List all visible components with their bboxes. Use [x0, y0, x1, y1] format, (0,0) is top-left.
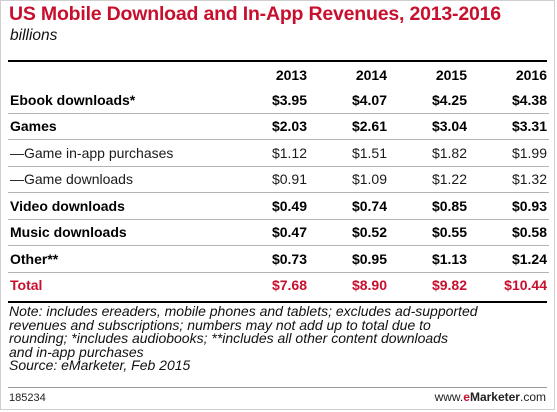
table-cell: $3.04 — [389, 113, 469, 140]
column-header: 2014 — [355, 66, 387, 83]
table-cell: $1.82 — [389, 139, 469, 167]
chart-subtitle: billions — [10, 27, 58, 44]
table-cell: $3.31 — [469, 113, 549, 140]
table-cell: $0.93 — [469, 192, 549, 220]
table-cell: $0.49 — [229, 192, 309, 220]
table-cell: $0.52 — [309, 219, 389, 246]
table-cell: $1.09 — [309, 166, 389, 193]
top-rule — [8, 60, 547, 62]
emarketer-logo: www.eMarketer.com — [435, 390, 546, 404]
table-cell: $4.07 — [309, 87, 389, 114]
note-line: and in-app purchases — [9, 343, 144, 360]
column-header: 2016 — [515, 66, 547, 83]
note-line: Note: includes ereaders, mobile phones a… — [9, 303, 478, 319]
table-cell: $0.95 — [309, 245, 389, 273]
revenue-table: 2013 2014 2015 2016 Ebook downloads* $3.… — [8, 62, 549, 298]
column-header: 2015 — [435, 66, 467, 83]
row-label: Music downloads — [8, 219, 229, 246]
table-cell: $4.38 — [469, 87, 549, 114]
table-cell: $0.73 — [229, 245, 309, 273]
table-row: Games $2.03 $2.61 $3.04 $3.31 — [8, 113, 549, 140]
table-cell: $1.22 — [389, 166, 469, 193]
table-row: Ebook downloads* $3.95 $4.07 $4.25 $4.38 — [8, 87, 549, 114]
table-cell: $0.74 — [309, 192, 389, 220]
table-cell: $3.95 — [229, 87, 309, 114]
table-cell: $2.03 — [229, 113, 309, 140]
footer-rule — [8, 387, 547, 388]
table-cell: $0.58 — [469, 219, 549, 246]
table-cell: $10.44 — [504, 277, 547, 294]
source-line: Source: eMarketer, Feb 2015 — [9, 357, 191, 374]
brand-prefix: www. — [434, 390, 464, 404]
row-label: —Game downloads — [8, 166, 229, 193]
table-row: —Game downloads $0.91 $1.09 $1.22 $1.32 — [8, 166, 549, 193]
table-cell: $1.12 — [229, 139, 309, 167]
brand-e: e — [463, 390, 470, 404]
row-label: Other** — [8, 245, 229, 273]
table-cell: $4.25 — [389, 87, 469, 114]
table-cell: $8.90 — [351, 277, 387, 294]
table-cell: $0.85 — [389, 192, 469, 220]
bottom-rule — [8, 301, 547, 303]
row-label: Total — [10, 277, 43, 294]
table-cell: $1.24 — [469, 245, 549, 273]
table-row: —Game in-app purchases $1.12 $1.51 $1.82… — [8, 139, 549, 167]
table-row: Other** $0.73 $0.95 $1.13 $1.24 — [8, 245, 549, 273]
column-header: 2013 — [275, 66, 307, 83]
row-label: —Game in-app purchases — [8, 139, 229, 167]
table-row: Video downloads $0.49 $0.74 $0.85 $0.93 — [8, 192, 549, 220]
row-label: Ebook downloads* — [8, 87, 229, 114]
table-cell: $7.68 — [271, 277, 307, 294]
table-cell: $9.82 — [431, 277, 467, 294]
row-label: Games — [8, 113, 229, 140]
table-row: Music downloads $0.47 $0.52 $0.55 $0.58 — [8, 219, 549, 246]
table-cell: $0.55 — [389, 219, 469, 246]
table-cell: $1.99 — [469, 139, 549, 167]
chart-note: Note: includes ereaders, mobile phones a… — [9, 303, 554, 374]
table-cell: $0.91 — [229, 166, 309, 193]
chart-title: US Mobile Download and In-App Revenues, … — [9, 3, 501, 25]
note-line: revenues and subscriptions; numbers may … — [9, 316, 431, 333]
table-cell: $2.61 — [309, 113, 389, 140]
chart-id: 185234 — [9, 392, 46, 404]
table-cell: $0.47 — [229, 219, 309, 246]
table-row-total: Total $7.68 $8.90 $9.82 $10.44 — [8, 272, 549, 298]
brand-name: Marketer — [469, 390, 520, 404]
table-cell: $1.51 — [309, 139, 389, 167]
table-cell: $1.32 — [469, 166, 549, 193]
table-cell: $1.13 — [389, 245, 469, 273]
brand-suffix: .com — [519, 390, 546, 404]
header-label-cell — [8, 62, 229, 87]
row-label: Video downloads — [8, 192, 229, 220]
note-line: rounding; *includes audiobooks; **includ… — [9, 330, 448, 347]
table-header-row: 2013 2014 2015 2016 — [8, 62, 549, 87]
